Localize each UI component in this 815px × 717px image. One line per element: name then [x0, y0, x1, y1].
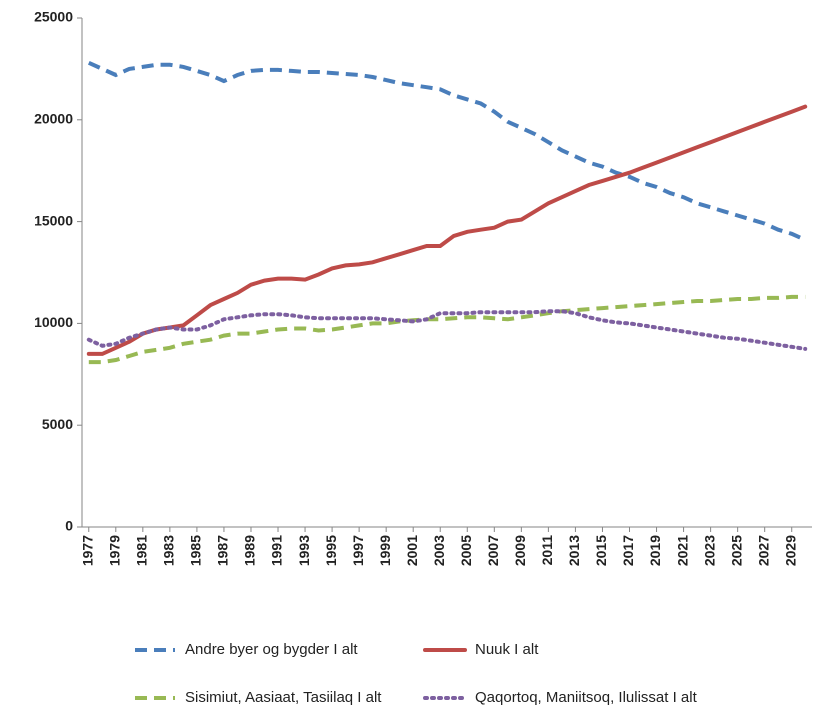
x-tick-label: 2025 [728, 535, 744, 566]
x-tick-label: 2013 [566, 535, 582, 566]
x-tick-label: 2005 [458, 535, 474, 566]
x-tick-label: 2007 [485, 535, 501, 566]
x-tick-label: 2023 [701, 535, 717, 566]
x-tick-label: 2027 [755, 535, 771, 566]
legend-label: Qaqortoq, Maniitsoq, Ilulissat I alt [475, 689, 698, 706]
y-tick-label: 20000 [34, 111, 73, 127]
y-tick-label: 25000 [34, 9, 73, 25]
legend-label: Sisimiut, Aasiaat, Tasiilaq I alt [185, 689, 382, 706]
x-tick-label: 1995 [323, 535, 339, 566]
series-line [88, 294, 806, 365]
legend-label: Nuuk I alt [475, 641, 539, 658]
x-tick-label: 2021 [674, 535, 690, 566]
x-tick-label: 2009 [512, 535, 528, 566]
y-tick-label: 10000 [34, 314, 73, 330]
legend-label: Andre byer og bygder I alt [185, 641, 358, 658]
x-tick-label: 1981 [134, 535, 150, 566]
x-tick-label: 2019 [647, 535, 663, 566]
x-tick-label: 1977 [79, 535, 95, 566]
x-tick-label: 1979 [106, 535, 122, 566]
x-tick-label: 1999 [377, 535, 393, 566]
x-tick-label: 1989 [242, 535, 258, 566]
x-tick-label: 2017 [620, 535, 636, 566]
x-tick-label: 2001 [404, 535, 420, 566]
x-tick-label: 1991 [269, 535, 285, 566]
x-tick-label: 1997 [350, 535, 366, 566]
x-tick-label: 1983 [161, 535, 177, 566]
x-tick-label: 2015 [593, 535, 609, 566]
y-tick-label: 0 [65, 518, 73, 534]
x-tick-label: 1985 [188, 535, 204, 566]
x-tick-label: 2029 [782, 535, 798, 566]
y-tick-label: 15000 [34, 212, 73, 228]
series-line [86, 104, 808, 356]
series-line [87, 60, 807, 242]
x-tick-label: 2011 [539, 535, 555, 566]
x-tick-label: 2003 [431, 535, 447, 566]
x-tick-label: 1993 [296, 535, 312, 566]
y-tick-label: 5000 [42, 416, 73, 432]
x-tick-label: 1987 [215, 535, 231, 566]
series-line [86, 309, 808, 351]
